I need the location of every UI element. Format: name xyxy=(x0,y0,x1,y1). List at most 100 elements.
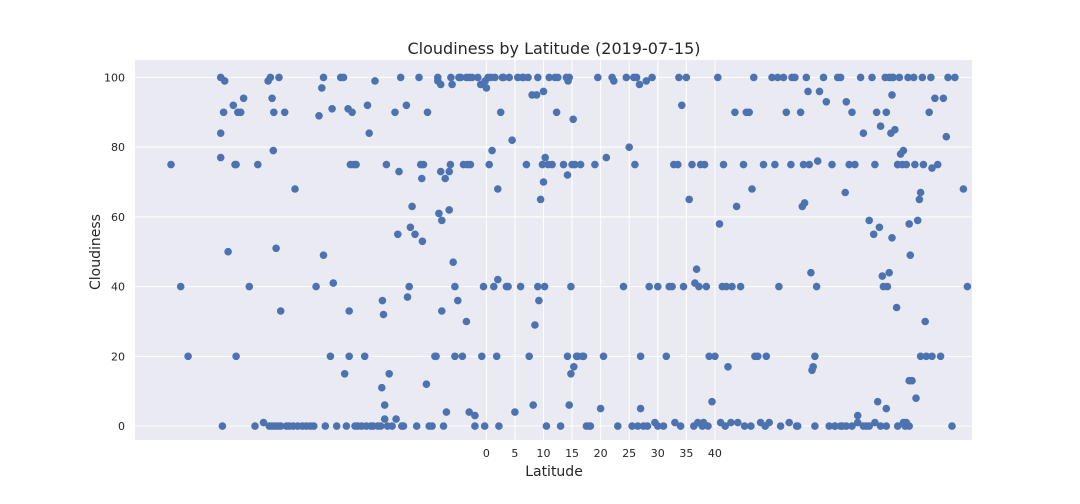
data-point xyxy=(836,422,845,430)
x-tick-label: 15 xyxy=(565,447,579,460)
data-point xyxy=(631,160,639,169)
data-point xyxy=(747,422,755,430)
data-point xyxy=(885,268,893,277)
data-point xyxy=(909,73,918,82)
x-tick-label: 5 xyxy=(511,447,518,460)
data-point xyxy=(380,415,389,423)
data-point xyxy=(754,352,762,361)
data-point xyxy=(918,73,927,82)
data-point xyxy=(678,101,686,110)
data-point xyxy=(659,422,668,430)
data-point xyxy=(695,282,703,291)
data-point xyxy=(253,160,262,169)
data-point xyxy=(768,73,776,82)
data-point xyxy=(636,352,645,361)
data-point xyxy=(392,415,400,423)
data-point xyxy=(759,160,768,169)
data-points xyxy=(167,73,972,430)
data-point xyxy=(491,73,499,82)
data-point xyxy=(567,282,575,291)
data-point xyxy=(488,146,496,155)
data-point xyxy=(724,363,732,371)
data-point xyxy=(229,101,238,110)
data-point xyxy=(842,98,851,106)
data-point xyxy=(905,422,913,430)
data-point xyxy=(848,108,856,117)
data-point xyxy=(928,352,936,361)
data-point xyxy=(569,115,577,124)
data-point xyxy=(913,216,922,225)
data-point xyxy=(888,91,896,99)
data-point xyxy=(619,282,628,291)
data-point xyxy=(841,188,849,197)
data-point xyxy=(642,77,651,85)
data-point xyxy=(845,160,853,169)
data-point xyxy=(339,73,348,82)
data-point xyxy=(395,167,403,176)
data-point xyxy=(220,77,229,85)
data-point xyxy=(522,160,531,169)
data-point xyxy=(728,282,736,291)
x-tick-label: 0 xyxy=(483,447,490,460)
data-point xyxy=(882,422,891,430)
data-point xyxy=(745,108,753,117)
data-point xyxy=(919,160,928,169)
data-point xyxy=(494,185,502,193)
data-point xyxy=(765,418,773,427)
data-point xyxy=(419,160,428,169)
data-point xyxy=(807,268,815,277)
data-point xyxy=(379,310,388,319)
data-point xyxy=(882,108,891,117)
data-point xyxy=(539,87,548,96)
data-point xyxy=(775,282,783,291)
data-point xyxy=(785,418,793,427)
data-point xyxy=(232,352,240,361)
data-point xyxy=(408,202,416,211)
data-point xyxy=(559,160,568,169)
data-point xyxy=(882,404,891,413)
y-tick-label: 20 xyxy=(111,350,125,363)
data-point xyxy=(412,422,421,430)
data-point xyxy=(490,282,498,291)
data-point xyxy=(541,153,549,162)
data-point xyxy=(216,129,225,137)
data-point xyxy=(599,352,608,361)
data-point xyxy=(911,160,919,169)
data-point xyxy=(883,282,892,291)
data-point xyxy=(534,282,542,291)
data-point xyxy=(371,77,379,85)
data-point xyxy=(391,108,399,117)
data-point xyxy=(471,411,479,420)
data-point xyxy=(933,160,942,169)
data-point xyxy=(345,352,354,361)
data-point xyxy=(859,129,868,137)
y-tick-label: 80 xyxy=(111,141,125,154)
data-point xyxy=(446,160,455,169)
data-point xyxy=(714,73,722,82)
data-point xyxy=(702,282,711,291)
data-point xyxy=(591,160,599,169)
data-point xyxy=(318,84,326,92)
data-point xyxy=(423,108,432,117)
data-point xyxy=(328,105,336,113)
data-point xyxy=(545,73,553,82)
data-point xyxy=(740,422,749,430)
data-point xyxy=(251,422,259,430)
data-point xyxy=(396,73,405,82)
data-point xyxy=(685,195,693,204)
data-point xyxy=(705,352,713,361)
data-point xyxy=(576,160,585,169)
data-point xyxy=(563,352,572,361)
data-point xyxy=(482,84,491,92)
x-tick-label: 35 xyxy=(679,447,693,460)
data-point xyxy=(474,73,482,82)
data-point xyxy=(654,422,662,430)
data-point xyxy=(480,422,489,430)
data-point xyxy=(871,418,879,427)
data-point xyxy=(280,108,289,117)
data-point xyxy=(441,174,450,183)
data-point xyxy=(868,73,876,82)
data-point xyxy=(596,404,605,413)
data-point xyxy=(692,265,701,274)
data-point xyxy=(708,397,716,406)
